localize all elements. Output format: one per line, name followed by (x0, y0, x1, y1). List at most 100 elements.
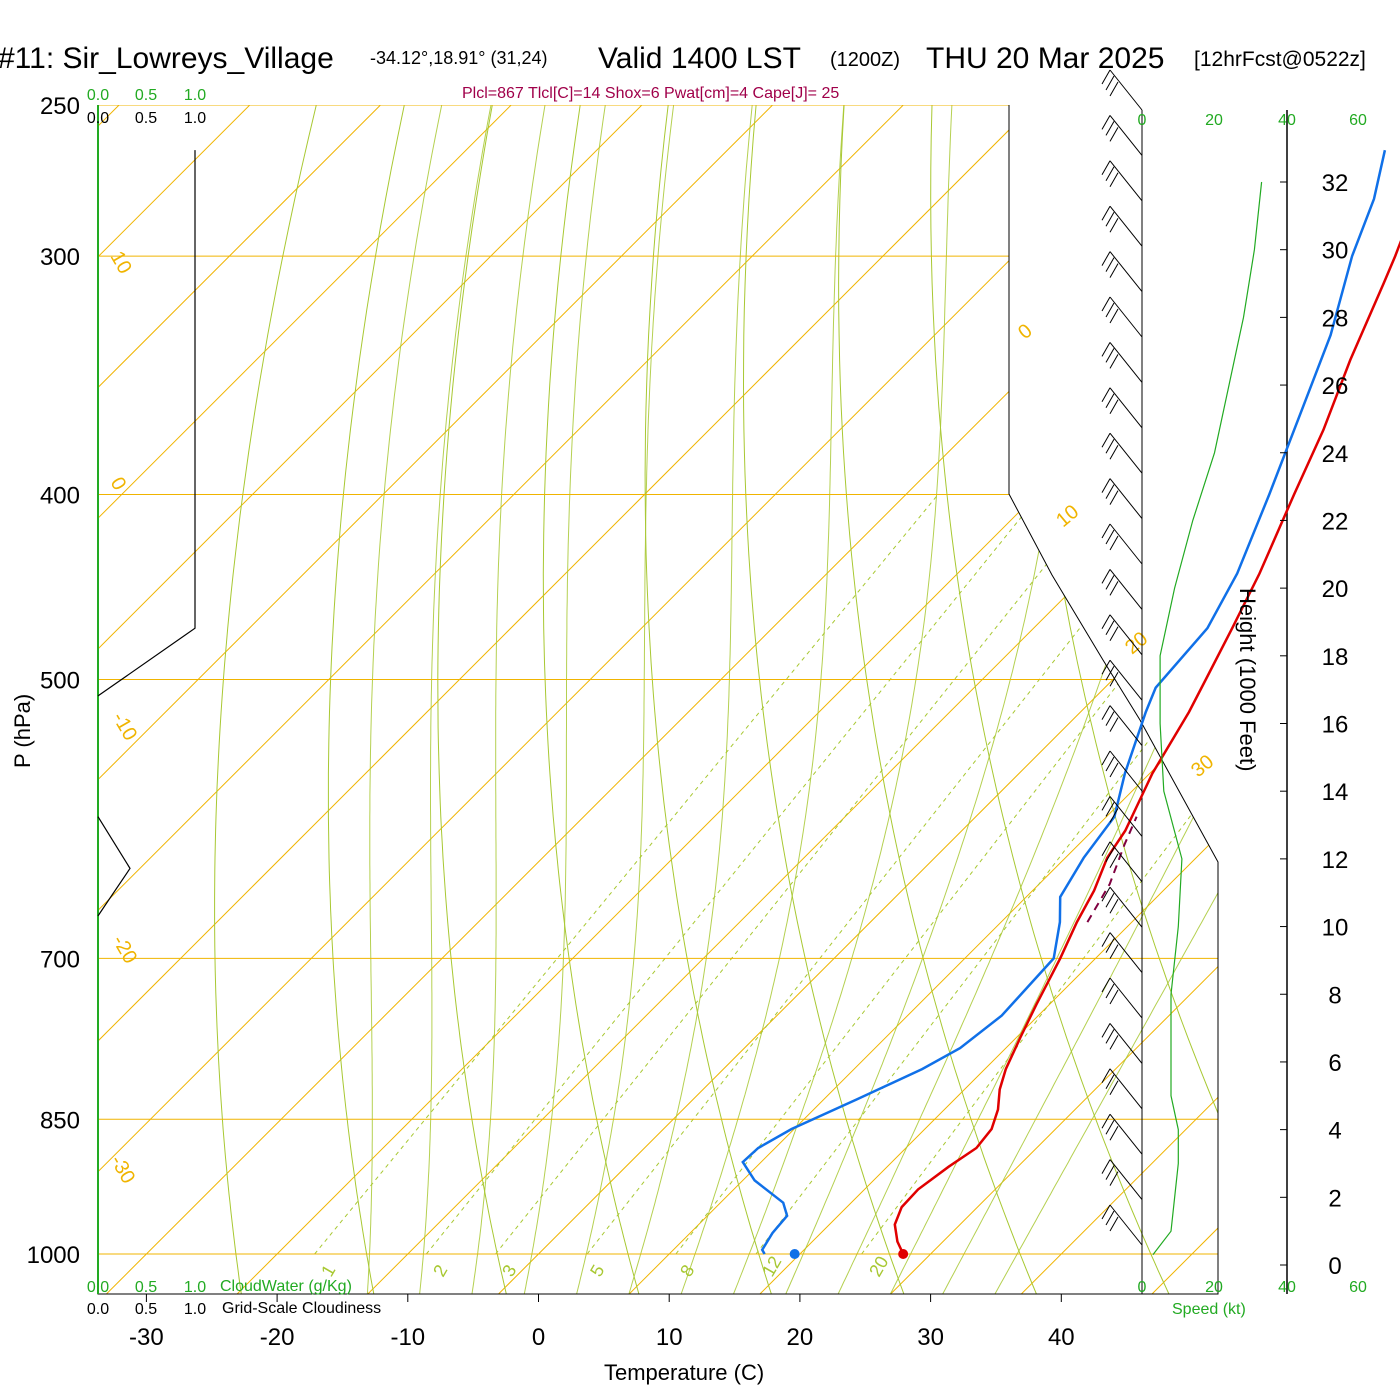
isotherm-label: -10 (108, 709, 142, 745)
wind-barb-staff (1109, 1113, 1143, 1155)
wind-barb-flag (1105, 665, 1115, 681)
wind-barb-flag (1109, 989, 1119, 1005)
wind-barb (1101, 1204, 1143, 1246)
dry-adiabat (437, 105, 507, 1294)
pressure-tick-label: 1000 (27, 1242, 80, 1269)
wind-barb-flag (1105, 575, 1115, 590)
moist-adiabat (680, 105, 847, 1294)
cloudwater-tick-top: 0.5 (135, 87, 157, 104)
wind-barb-flag (1109, 1035, 1119, 1050)
wind-barb-flag (1105, 711, 1115, 726)
wind-barb-flag (1105, 75, 1115, 91)
dry-adiabat (214, 105, 326, 1294)
wind-barb-flag (1101, 160, 1111, 176)
pressure-tick-label: 250 (40, 93, 80, 120)
speed-tick-bottom: 0 (1138, 1279, 1147, 1296)
wind-barb-flag (1105, 211, 1115, 227)
wind-barb-staff (1109, 796, 1143, 837)
isotherm-label: -20 (108, 932, 142, 968)
isotherm-line (889, 105, 1218, 1294)
wind-barb-flag (1109, 127, 1119, 142)
wind-barb-flag (1101, 1113, 1111, 1129)
cloudiness-tick-bottom: 0.5 (135, 1301, 157, 1318)
wind-barb-staff (1109, 569, 1143, 610)
wind-barb-flag (1105, 802, 1115, 817)
wind-barb-flag (1101, 750, 1111, 766)
cloudiness-profile (97, 150, 196, 917)
cloudiness-tick-top: 0.5 (135, 110, 157, 127)
wind-barb (1101, 205, 1143, 247)
wind-barb (1101, 251, 1143, 292)
height-tick-label: 24 (1322, 441, 1349, 468)
sounding-series (741, 149, 1400, 1259)
wind-barb-flag (1109, 1080, 1119, 1096)
wind-barb (1101, 750, 1143, 792)
wind-barb-flag (1105, 529, 1115, 545)
wind-barb-flag (1109, 762, 1119, 778)
cloudwater-tick-bottom: 0.0 (87, 1279, 109, 1296)
isotherm-line (98, 105, 677, 1294)
wind-barb-flag (1109, 626, 1119, 642)
isotherm-line (98, 105, 546, 1294)
moist-adiabat (366, 105, 450, 1294)
height-tick-label: 14 (1322, 779, 1349, 806)
wind-barb-staff (1109, 1068, 1143, 1110)
wind-barb-flag (1105, 1165, 1115, 1180)
isotherm-line (236, 105, 1218, 1294)
speed-tick-bottom: 40 (1278, 1279, 1296, 1296)
wind-barb-staff (1109, 614, 1143, 656)
wind-barb-flag (1101, 523, 1111, 539)
wind-barb-flag (1101, 796, 1111, 811)
wind-barb-flag (1109, 490, 1119, 505)
wind-barb-staff (1109, 69, 1143, 111)
isotherm-line (759, 105, 1218, 1294)
wind-barb-flag (1101, 342, 1111, 357)
wind-barb-flag (1109, 444, 1119, 460)
valid-date: THU 20 Mar 2025 (926, 42, 1164, 75)
x-tick-label: 20 (787, 1324, 814, 1351)
moist-adiabat (628, 105, 757, 1294)
height-tick-label: 22 (1322, 508, 1349, 535)
height-axis-label: Height (1000 Feet) (1235, 588, 1260, 771)
height-tick-label: 2 (1328, 1185, 1341, 1212)
dry-adiabat (838, 105, 1038, 1294)
wind-barb-staff (1109, 1023, 1143, 1064)
dry-adiabat (327, 105, 413, 1294)
wind-barb-staff (1109, 115, 1143, 156)
dewpoint-line (741, 149, 1387, 1255)
mixing-ratio-line (425, 494, 1040, 1255)
mixing-ratio-line (861, 494, 1218, 1255)
x-tick-label: 0 (532, 1324, 545, 1351)
wind-barb-flag (1105, 756, 1115, 772)
wind-barb-staff (1109, 523, 1143, 565)
wind-barb-flag (1109, 671, 1119, 687)
wind-barb-flag (1101, 1204, 1111, 1220)
isotherm-line (98, 105, 938, 1294)
wind-barb (1101, 841, 1143, 883)
wind-barb-flag (1101, 705, 1111, 720)
height-tick-label: 18 (1322, 644, 1349, 671)
wind-barb-flag (1109, 944, 1119, 959)
wind-barb-flag (1101, 251, 1111, 266)
wind-barb-staff (1109, 977, 1143, 1019)
wind-barb-flag (1109, 581, 1119, 596)
wind-barb-staff (1109, 659, 1143, 701)
speed-tick-bottom: 60 (1349, 1279, 1367, 1296)
wind-barb-flag (1105, 847, 1115, 863)
wind-barb-flag (1101, 841, 1111, 857)
forecast-info: [12hrFcst@0522z] (1194, 48, 1366, 71)
wind-barb-flag (1101, 977, 1111, 993)
wind-barb (1101, 1068, 1143, 1110)
wind-barb-flag (1109, 1216, 1119, 1232)
cloudiness-label: Grid-Scale Cloudiness (222, 1300, 381, 1317)
wind-barb-flag (1105, 348, 1115, 363)
wind-barb-flag (1101, 659, 1111, 675)
wind-barb-flag (1105, 1029, 1115, 1044)
isotherm-line (98, 105, 807, 1294)
speed-tick-top: 0 (1138, 112, 1147, 129)
zulu-time: (1200Z) (830, 49, 900, 71)
dry-adiabat (930, 105, 1170, 1294)
pressure-tick-label: 700 (40, 946, 80, 973)
wind-barb-flag (1109, 898, 1119, 914)
